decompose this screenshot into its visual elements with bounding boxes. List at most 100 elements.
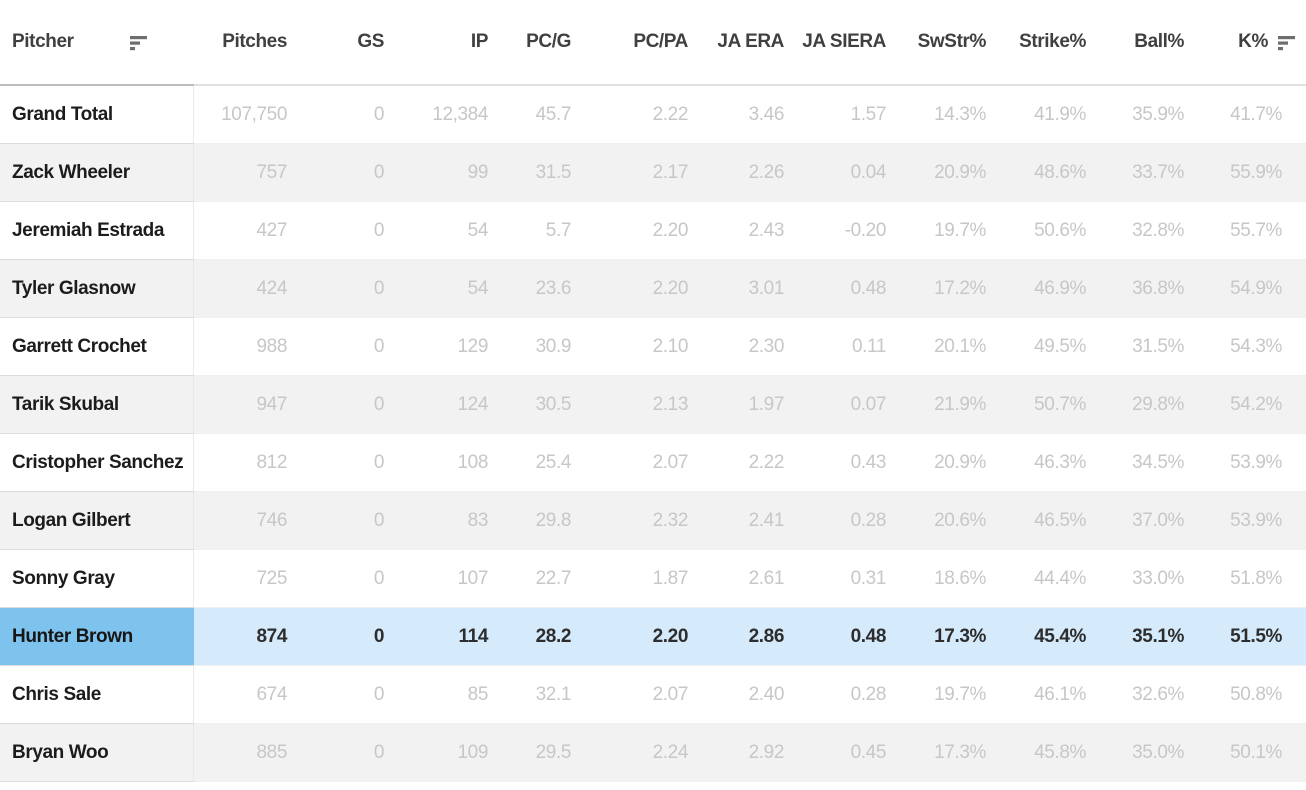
- column-header-ja-siera[interactable]: JA SIERA: [802, 0, 904, 86]
- stat-cell[interactable]: 35.0%: [1104, 723, 1202, 782]
- stat-cell[interactable]: 2.22: [589, 85, 706, 144]
- pitcher-name-cell[interactable]: Sonny Gray: [0, 549, 194, 608]
- stat-cell[interactable]: 3.46: [706, 85, 802, 144]
- stat-cell[interactable]: 18.6%: [904, 549, 1004, 608]
- stat-cell[interactable]: 55.9%: [1202, 143, 1306, 202]
- stat-cell[interactable]: 55.7%: [1202, 201, 1306, 260]
- stat-cell[interactable]: 2.07: [589, 665, 706, 724]
- stat-cell[interactable]: 17.2%: [904, 259, 1004, 318]
- stat-cell[interactable]: 30.5: [506, 375, 589, 434]
- stat-cell[interactable]: 427: [193, 201, 305, 260]
- stat-cell[interactable]: 725: [193, 549, 305, 608]
- stat-cell[interactable]: 2.10: [589, 317, 706, 376]
- stat-cell[interactable]: 2.13: [589, 375, 706, 434]
- stat-cell[interactable]: 0.45: [802, 723, 904, 782]
- stat-cell[interactable]: 19.7%: [904, 665, 1004, 724]
- table-row[interactable]: Tyler Glasnow 424 0 54 23.6 2.20 3.01 0.…: [0, 259, 1306, 318]
- stat-cell[interactable]: 2.20: [589, 201, 706, 260]
- stat-cell[interactable]: 17.3%: [904, 723, 1004, 782]
- stat-cell[interactable]: 46.1%: [1004, 665, 1104, 724]
- stat-cell[interactable]: 0: [305, 85, 402, 144]
- stat-cell[interactable]: 0.07: [802, 375, 904, 434]
- stat-cell[interactable]: 41.7%: [1202, 85, 1306, 144]
- stat-cell[interactable]: 46.3%: [1004, 433, 1104, 492]
- stat-cell[interactable]: 50.6%: [1004, 201, 1104, 260]
- stat-cell[interactable]: 51.5%: [1202, 607, 1306, 666]
- stat-cell[interactable]: 2.92: [706, 723, 802, 782]
- stat-cell[interactable]: 0.04: [802, 143, 904, 202]
- column-header-strike[interactable]: Strike%: [1004, 0, 1104, 86]
- stat-cell[interactable]: 2.24: [589, 723, 706, 782]
- table-row[interactable]: Logan Gilbert 746 0 83 29.8 2.32 2.41 0.…: [0, 491, 1306, 550]
- table-row[interactable]: Grand Total 107,750 0 12,384 45.7 2.22 3…: [0, 85, 1306, 144]
- pitcher-name-cell[interactable]: Tarik Skubal: [0, 375, 194, 434]
- sort-descending-icon[interactable]: [129, 35, 148, 50]
- stat-cell[interactable]: 12,384: [402, 85, 506, 144]
- stat-cell[interactable]: 32.8%: [1104, 201, 1202, 260]
- stat-cell[interactable]: 0.31: [802, 549, 904, 608]
- stat-cell[interactable]: 2.86: [706, 607, 802, 666]
- stat-cell[interactable]: 2.41: [706, 491, 802, 550]
- stat-cell[interactable]: 85: [402, 665, 506, 724]
- stat-cell[interactable]: 53.9%: [1202, 491, 1306, 550]
- stat-cell[interactable]: 41.9%: [1004, 85, 1104, 144]
- stat-cell[interactable]: 0.48: [802, 259, 904, 318]
- stat-cell[interactable]: 114: [402, 607, 506, 666]
- pitcher-name-cell[interactable]: Cristopher Sanchez: [0, 433, 194, 492]
- table-row[interactable]: Jeremiah Estrada 427 0 54 5.7 2.20 2.43 …: [0, 201, 1306, 260]
- stat-cell[interactable]: 46.9%: [1004, 259, 1104, 318]
- stat-cell[interactable]: 49.5%: [1004, 317, 1104, 376]
- stat-cell[interactable]: 17.3%: [904, 607, 1004, 666]
- stat-cell[interactable]: 0: [305, 317, 402, 376]
- stat-cell[interactable]: 54: [402, 259, 506, 318]
- stat-cell[interactable]: 29.8: [506, 491, 589, 550]
- table-row[interactable]: Hunter Brown 874 0 114 28.2 2.20 2.86 0.…: [0, 607, 1306, 666]
- stat-cell[interactable]: 0.43: [802, 433, 904, 492]
- stat-cell[interactable]: 1.97: [706, 375, 802, 434]
- stat-cell[interactable]: 31.5%: [1104, 317, 1202, 376]
- stat-cell[interactable]: 2.26: [706, 143, 802, 202]
- stat-cell[interactable]: 988: [193, 317, 305, 376]
- stat-cell[interactable]: 2.17: [589, 143, 706, 202]
- stat-cell[interactable]: 32.1: [506, 665, 589, 724]
- stat-cell[interactable]: 99: [402, 143, 506, 202]
- stat-cell[interactable]: 2.30: [706, 317, 802, 376]
- stat-cell[interactable]: 0: [305, 607, 402, 666]
- stat-cell[interactable]: 54.9%: [1202, 259, 1306, 318]
- stat-cell[interactable]: 45.8%: [1004, 723, 1104, 782]
- stat-cell[interactable]: 2.40: [706, 665, 802, 724]
- stat-cell[interactable]: 51.8%: [1202, 549, 1306, 608]
- stat-cell[interactable]: 20.1%: [904, 317, 1004, 376]
- stat-cell[interactable]: 947: [193, 375, 305, 434]
- stat-cell[interactable]: 48.6%: [1004, 143, 1104, 202]
- stat-cell[interactable]: 46.5%: [1004, 491, 1104, 550]
- pitcher-name-cell[interactable]: Zack Wheeler: [0, 143, 194, 202]
- stat-cell[interactable]: 21.9%: [904, 375, 1004, 434]
- column-header-ja-era[interactable]: JA ERA: [706, 0, 802, 86]
- stat-cell[interactable]: 54.3%: [1202, 317, 1306, 376]
- column-header-k[interactable]: K%: [1202, 0, 1306, 86]
- stat-cell[interactable]: 45.4%: [1004, 607, 1104, 666]
- stat-cell[interactable]: 2.20: [589, 259, 706, 318]
- stat-cell[interactable]: 0: [305, 201, 402, 260]
- stat-cell[interactable]: 874: [193, 607, 305, 666]
- stat-cell[interactable]: 50.1%: [1202, 723, 1306, 782]
- stat-cell[interactable]: 23.6: [506, 259, 589, 318]
- stat-cell[interactable]: 0.28: [802, 665, 904, 724]
- pitcher-name-cell[interactable]: Garrett Crochet: [0, 317, 194, 376]
- sort-descending-icon[interactable]: [1278, 35, 1296, 50]
- stat-cell[interactable]: 0: [305, 259, 402, 318]
- stat-cell[interactable]: 34.5%: [1104, 433, 1202, 492]
- stat-cell[interactable]: 1.57: [802, 85, 904, 144]
- stat-cell[interactable]: 50.7%: [1004, 375, 1104, 434]
- stat-cell[interactable]: 20.6%: [904, 491, 1004, 550]
- stat-cell[interactable]: 2.20: [589, 607, 706, 666]
- stat-cell[interactable]: 35.1%: [1104, 607, 1202, 666]
- stat-cell[interactable]: 129: [402, 317, 506, 376]
- table-row[interactable]: Chris Sale 674 0 85 32.1 2.07 2.40 0.28 …: [0, 665, 1306, 724]
- stat-cell[interactable]: 45.7: [506, 85, 589, 144]
- stat-cell[interactable]: 44.4%: [1004, 549, 1104, 608]
- column-header-pitcher[interactable]: Pitcher: [0, 0, 193, 86]
- stat-cell[interactable]: 32.6%: [1104, 665, 1202, 724]
- stat-cell[interactable]: 25.4: [506, 433, 589, 492]
